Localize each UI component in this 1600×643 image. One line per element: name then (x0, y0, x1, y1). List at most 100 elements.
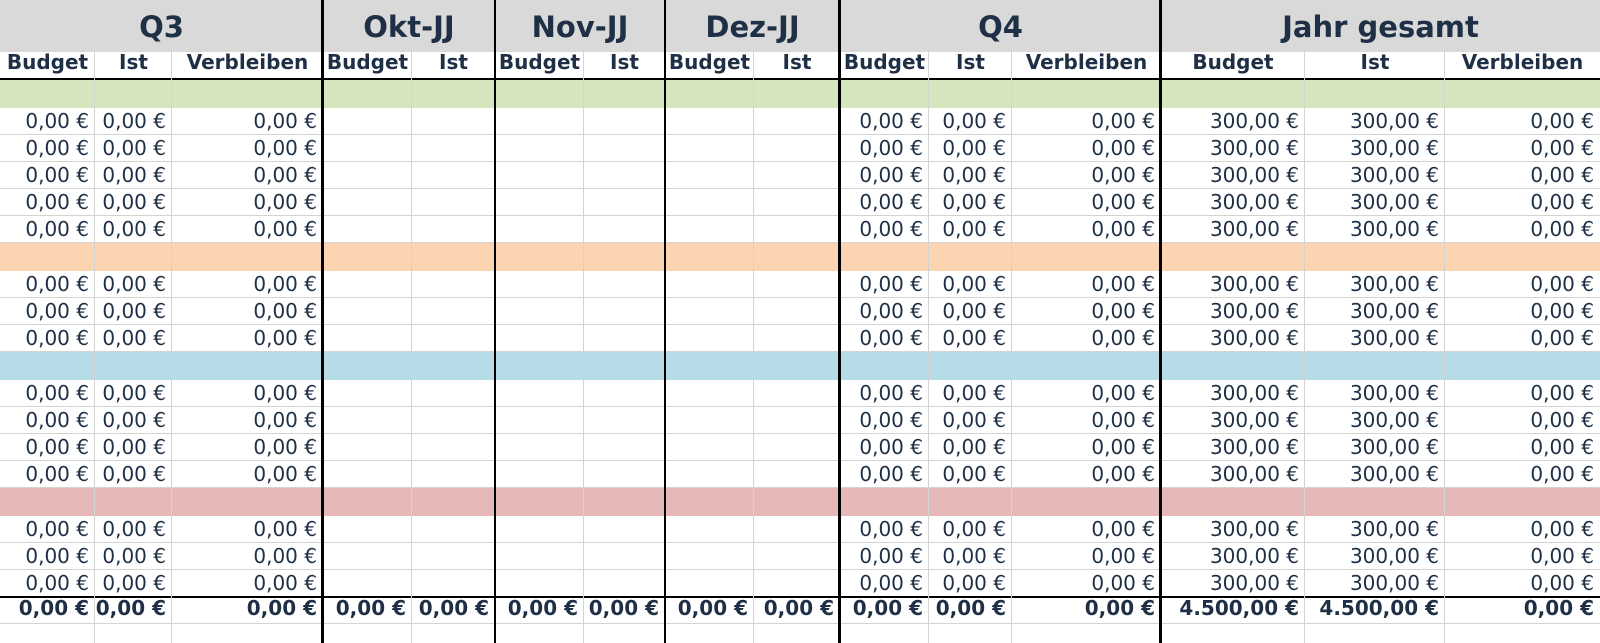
value-cell[interactable]: 0,00 € (102, 435, 166, 459)
value-cell[interactable]: 0,00 € (859, 272, 923, 296)
total-cell[interactable]: 0,00 € (852, 597, 923, 620)
value-cell[interactable]: 300,00 € (1209, 544, 1299, 568)
value-cell[interactable]: 0,00 € (25, 544, 89, 568)
value-cell[interactable]: 0,00 € (942, 544, 1006, 568)
value-cell[interactable]: 0,00 € (25, 109, 89, 133)
value-cell[interactable]: 300,00 € (1349, 299, 1439, 323)
value-cell[interactable]: 0,00 € (25, 190, 89, 214)
value-cell[interactable]: 0,00 € (1091, 435, 1155, 459)
value-cell[interactable]: 0,00 € (102, 190, 166, 214)
value-cell[interactable]: 0,00 € (1091, 381, 1155, 405)
value-cell[interactable]: 0,00 € (1091, 217, 1155, 241)
value-cell[interactable]: 0,00 € (859, 517, 923, 541)
total-cell[interactable]: 0,00 € (1523, 597, 1594, 620)
value-cell[interactable]: 300,00 € (1209, 163, 1299, 187)
value-cell[interactable]: 0,00 € (1530, 381, 1594, 405)
value-cell[interactable]: 0,00 € (253, 408, 317, 432)
value-cell[interactable]: 0,00 € (25, 326, 89, 350)
value-cell[interactable]: 0,00 € (1091, 326, 1155, 350)
value-cell[interactable]: 0,00 € (253, 136, 317, 160)
value-cell[interactable]: 0,00 € (1530, 163, 1594, 187)
value-cell[interactable]: 0,00 € (253, 299, 317, 323)
value-cell[interactable]: 0,00 € (102, 408, 166, 432)
value-cell[interactable]: 0,00 € (25, 299, 89, 323)
value-cell[interactable]: 0,00 € (1530, 299, 1594, 323)
value-cell[interactable]: 0,00 € (102, 109, 166, 133)
value-cell[interactable]: 0,00 € (253, 517, 317, 541)
total-cell[interactable]: 0,00 € (418, 597, 489, 620)
value-cell[interactable]: 0,00 € (1530, 462, 1594, 486)
value-cell[interactable]: 300,00 € (1349, 435, 1439, 459)
value-cell[interactable]: 0,00 € (942, 517, 1006, 541)
value-cell[interactable]: 0,00 € (253, 272, 317, 296)
total-cell[interactable]: 0,00 € (588, 597, 659, 620)
value-cell[interactable]: 0,00 € (253, 544, 317, 568)
value-cell[interactable]: 0,00 € (102, 136, 166, 160)
value-cell[interactable]: 0,00 € (1091, 462, 1155, 486)
value-cell[interactable]: 300,00 € (1349, 190, 1439, 214)
value-cell[interactable]: 0,00 € (253, 109, 317, 133)
value-cell[interactable]: 0,00 € (253, 163, 317, 187)
value-cell[interactable]: 0,00 € (102, 326, 166, 350)
value-cell[interactable]: 0,00 € (942, 190, 1006, 214)
value-cell[interactable]: 300,00 € (1349, 381, 1439, 405)
value-cell[interactable]: 0,00 € (1530, 408, 1594, 432)
total-cell[interactable]: 0,00 € (507, 597, 578, 620)
total-cell[interactable]: 0,00 € (763, 597, 834, 620)
value-cell[interactable]: 0,00 € (859, 299, 923, 323)
value-cell[interactable]: 0,00 € (253, 571, 317, 595)
value-cell[interactable]: 0,00 € (25, 217, 89, 241)
value-cell[interactable]: 0,00 € (942, 217, 1006, 241)
value-cell[interactable]: 300,00 € (1209, 381, 1299, 405)
value-cell[interactable]: 0,00 € (1091, 299, 1155, 323)
value-cell[interactable]: 0,00 € (859, 190, 923, 214)
value-cell[interactable]: 0,00 € (942, 163, 1006, 187)
total-cell[interactable]: 0,00 € (335, 597, 406, 620)
value-cell[interactable]: 0,00 € (25, 163, 89, 187)
value-cell[interactable]: 300,00 € (1209, 326, 1299, 350)
value-cell[interactable]: 0,00 € (25, 517, 89, 541)
value-cell[interactable]: 0,00 € (102, 462, 166, 486)
value-cell[interactable]: 0,00 € (942, 136, 1006, 160)
value-cell[interactable]: 0,00 € (1530, 272, 1594, 296)
value-cell[interactable]: 300,00 € (1209, 217, 1299, 241)
value-cell[interactable]: 0,00 € (253, 435, 317, 459)
value-cell[interactable]: 300,00 € (1349, 517, 1439, 541)
value-cell[interactable]: 0,00 € (859, 435, 923, 459)
total-cell[interactable]: 0,00 € (935, 597, 1006, 620)
value-cell[interactable]: 0,00 € (102, 272, 166, 296)
total-cell[interactable]: 0,00 € (18, 597, 89, 620)
value-cell[interactable]: 0,00 € (102, 517, 166, 541)
value-cell[interactable]: 0,00 € (253, 217, 317, 241)
value-cell[interactable]: 0,00 € (942, 571, 1006, 595)
value-cell[interactable]: 300,00 € (1349, 217, 1439, 241)
value-cell[interactable]: 0,00 € (1091, 571, 1155, 595)
value-cell[interactable]: 0,00 € (942, 462, 1006, 486)
value-cell[interactable]: 0,00 € (1530, 435, 1594, 459)
total-cell[interactable]: 4.500,00 € (1179, 597, 1299, 620)
value-cell[interactable]: 0,00 € (1091, 517, 1155, 541)
value-cell[interactable]: 300,00 € (1209, 462, 1299, 486)
value-cell[interactable]: 0,00 € (25, 571, 89, 595)
total-cell[interactable]: 0,00 € (95, 597, 166, 620)
value-cell[interactable]: 0,00 € (1091, 544, 1155, 568)
value-cell[interactable]: 300,00 € (1349, 544, 1439, 568)
value-cell[interactable]: 0,00 € (1091, 408, 1155, 432)
value-cell[interactable]: 0,00 € (859, 381, 923, 405)
value-cell[interactable]: 0,00 € (1530, 217, 1594, 241)
value-cell[interactable]: 0,00 € (859, 408, 923, 432)
value-cell[interactable]: 0,00 € (859, 544, 923, 568)
value-cell[interactable]: 0,00 € (102, 299, 166, 323)
total-cell[interactable]: 0,00 € (246, 597, 317, 620)
value-cell[interactable]: 0,00 € (25, 462, 89, 486)
value-cell[interactable]: 0,00 € (942, 381, 1006, 405)
value-cell[interactable]: 0,00 € (253, 381, 317, 405)
value-cell[interactable]: 0,00 € (1091, 272, 1155, 296)
value-cell[interactable]: 0,00 € (1091, 163, 1155, 187)
value-cell[interactable]: 0,00 € (942, 408, 1006, 432)
value-cell[interactable]: 300,00 € (1349, 272, 1439, 296)
value-cell[interactable]: 0,00 € (1530, 571, 1594, 595)
value-cell[interactable]: 0,00 € (102, 217, 166, 241)
value-cell[interactable]: 300,00 € (1209, 136, 1299, 160)
value-cell[interactable]: 300,00 € (1209, 190, 1299, 214)
